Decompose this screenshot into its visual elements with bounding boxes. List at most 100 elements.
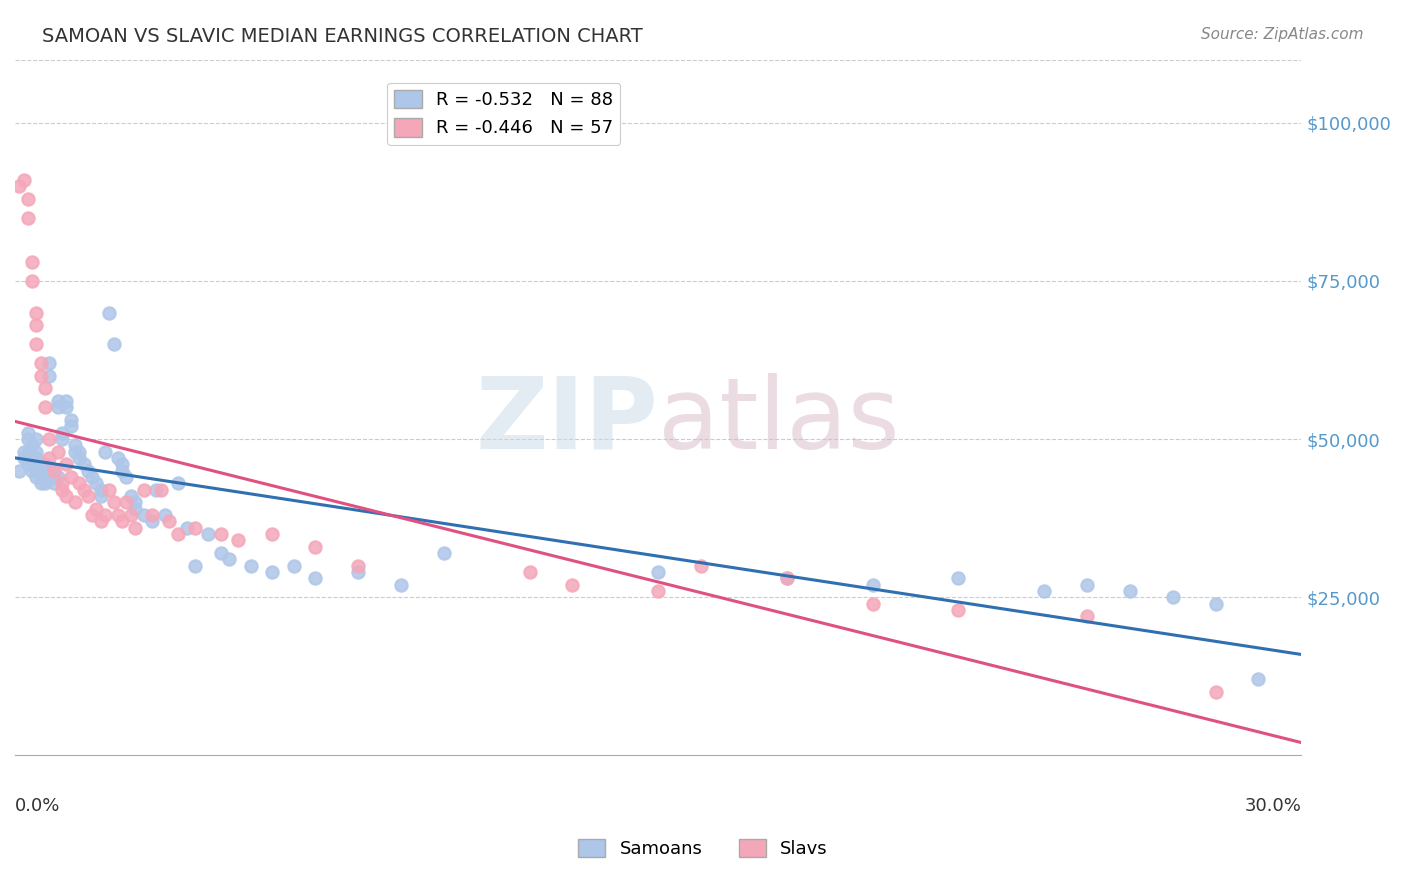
Point <box>55 394 77 409</box>
Point <box>38 451 60 466</box>
Point <box>42 470 65 484</box>
Text: ZIP: ZIP <box>475 373 658 470</box>
Point <box>21 274 44 288</box>
Point <box>141 508 163 522</box>
Point <box>184 521 207 535</box>
Point <box>38 368 60 383</box>
Point <box>42 464 65 478</box>
Point <box>262 527 284 541</box>
Point <box>21 255 44 269</box>
Legend: Samoans, Slavs: Samoans, Slavs <box>571 831 835 865</box>
Point <box>59 419 82 434</box>
Point <box>389 577 412 591</box>
Point <box>167 476 190 491</box>
Text: 30.0%: 30.0% <box>1244 797 1302 815</box>
Point <box>21 464 44 478</box>
Point <box>77 464 100 478</box>
Point <box>107 508 129 522</box>
Point <box>111 514 134 528</box>
Legend: R = -0.532   N = 88, R = -0.446   N = 57: R = -0.532 N = 88, R = -0.446 N = 57 <box>387 83 620 145</box>
Text: SAMOAN VS SLAVIC MEDIAN EARNINGS CORRELATION CHART: SAMOAN VS SLAVIC MEDIAN EARNINGS CORRELA… <box>42 27 643 45</box>
Point <box>132 508 155 522</box>
Point <box>111 458 134 472</box>
Point <box>82 508 104 522</box>
Point <box>55 458 77 472</box>
Point <box>86 476 108 491</box>
Point <box>776 571 799 585</box>
Point <box>34 401 56 415</box>
Point <box>46 470 69 484</box>
Point <box>304 571 326 585</box>
Text: atlas: atlas <box>658 373 900 470</box>
Point <box>8 464 31 478</box>
Point <box>153 508 176 522</box>
Point <box>55 401 77 415</box>
Point <box>8 179 31 194</box>
Point <box>25 337 48 351</box>
Point <box>167 527 190 541</box>
Point <box>157 514 180 528</box>
Point <box>209 546 232 560</box>
Point <box>94 444 117 458</box>
Text: Source: ZipAtlas.com: Source: ZipAtlas.com <box>1201 27 1364 42</box>
Point <box>120 508 142 522</box>
Point <box>209 527 232 541</box>
Point <box>90 514 112 528</box>
Point <box>262 565 284 579</box>
Point <box>63 495 86 509</box>
Point <box>59 470 82 484</box>
Point <box>347 565 370 579</box>
Point <box>98 305 121 319</box>
Point <box>115 470 138 484</box>
Point <box>38 464 60 478</box>
Point <box>25 318 48 333</box>
Point <box>218 552 240 566</box>
Point <box>561 577 583 591</box>
Point <box>25 432 48 446</box>
Point <box>30 458 52 472</box>
Point <box>519 565 541 579</box>
Point <box>34 464 56 478</box>
Point <box>17 211 39 225</box>
Point <box>63 444 86 458</box>
Point <box>51 483 73 497</box>
Point <box>1119 583 1142 598</box>
Point <box>690 558 713 573</box>
Point <box>67 451 90 466</box>
Point <box>948 603 970 617</box>
Point <box>67 476 90 491</box>
Point <box>38 356 60 370</box>
Point <box>55 489 77 503</box>
Point <box>21 451 44 466</box>
Point <box>1205 597 1227 611</box>
Point <box>25 458 48 472</box>
Point <box>30 356 52 370</box>
Point <box>25 470 48 484</box>
Point <box>776 571 799 585</box>
Point <box>86 501 108 516</box>
Point <box>63 438 86 452</box>
Point <box>13 444 35 458</box>
Point <box>25 305 48 319</box>
Point <box>17 192 39 206</box>
Point <box>13 173 35 187</box>
Point <box>347 558 370 573</box>
Point <box>862 597 884 611</box>
Point <box>283 558 305 573</box>
Point <box>103 495 125 509</box>
Point <box>17 425 39 440</box>
Point <box>46 394 69 409</box>
Point <box>51 432 73 446</box>
Point <box>21 458 44 472</box>
Point <box>94 508 117 522</box>
Point <box>226 533 249 548</box>
Point <box>30 470 52 484</box>
Point <box>1033 583 1056 598</box>
Point <box>38 432 60 446</box>
Point <box>124 495 146 509</box>
Point <box>304 540 326 554</box>
Point <box>17 458 39 472</box>
Point <box>1076 609 1098 624</box>
Point <box>197 527 219 541</box>
Point <box>34 476 56 491</box>
